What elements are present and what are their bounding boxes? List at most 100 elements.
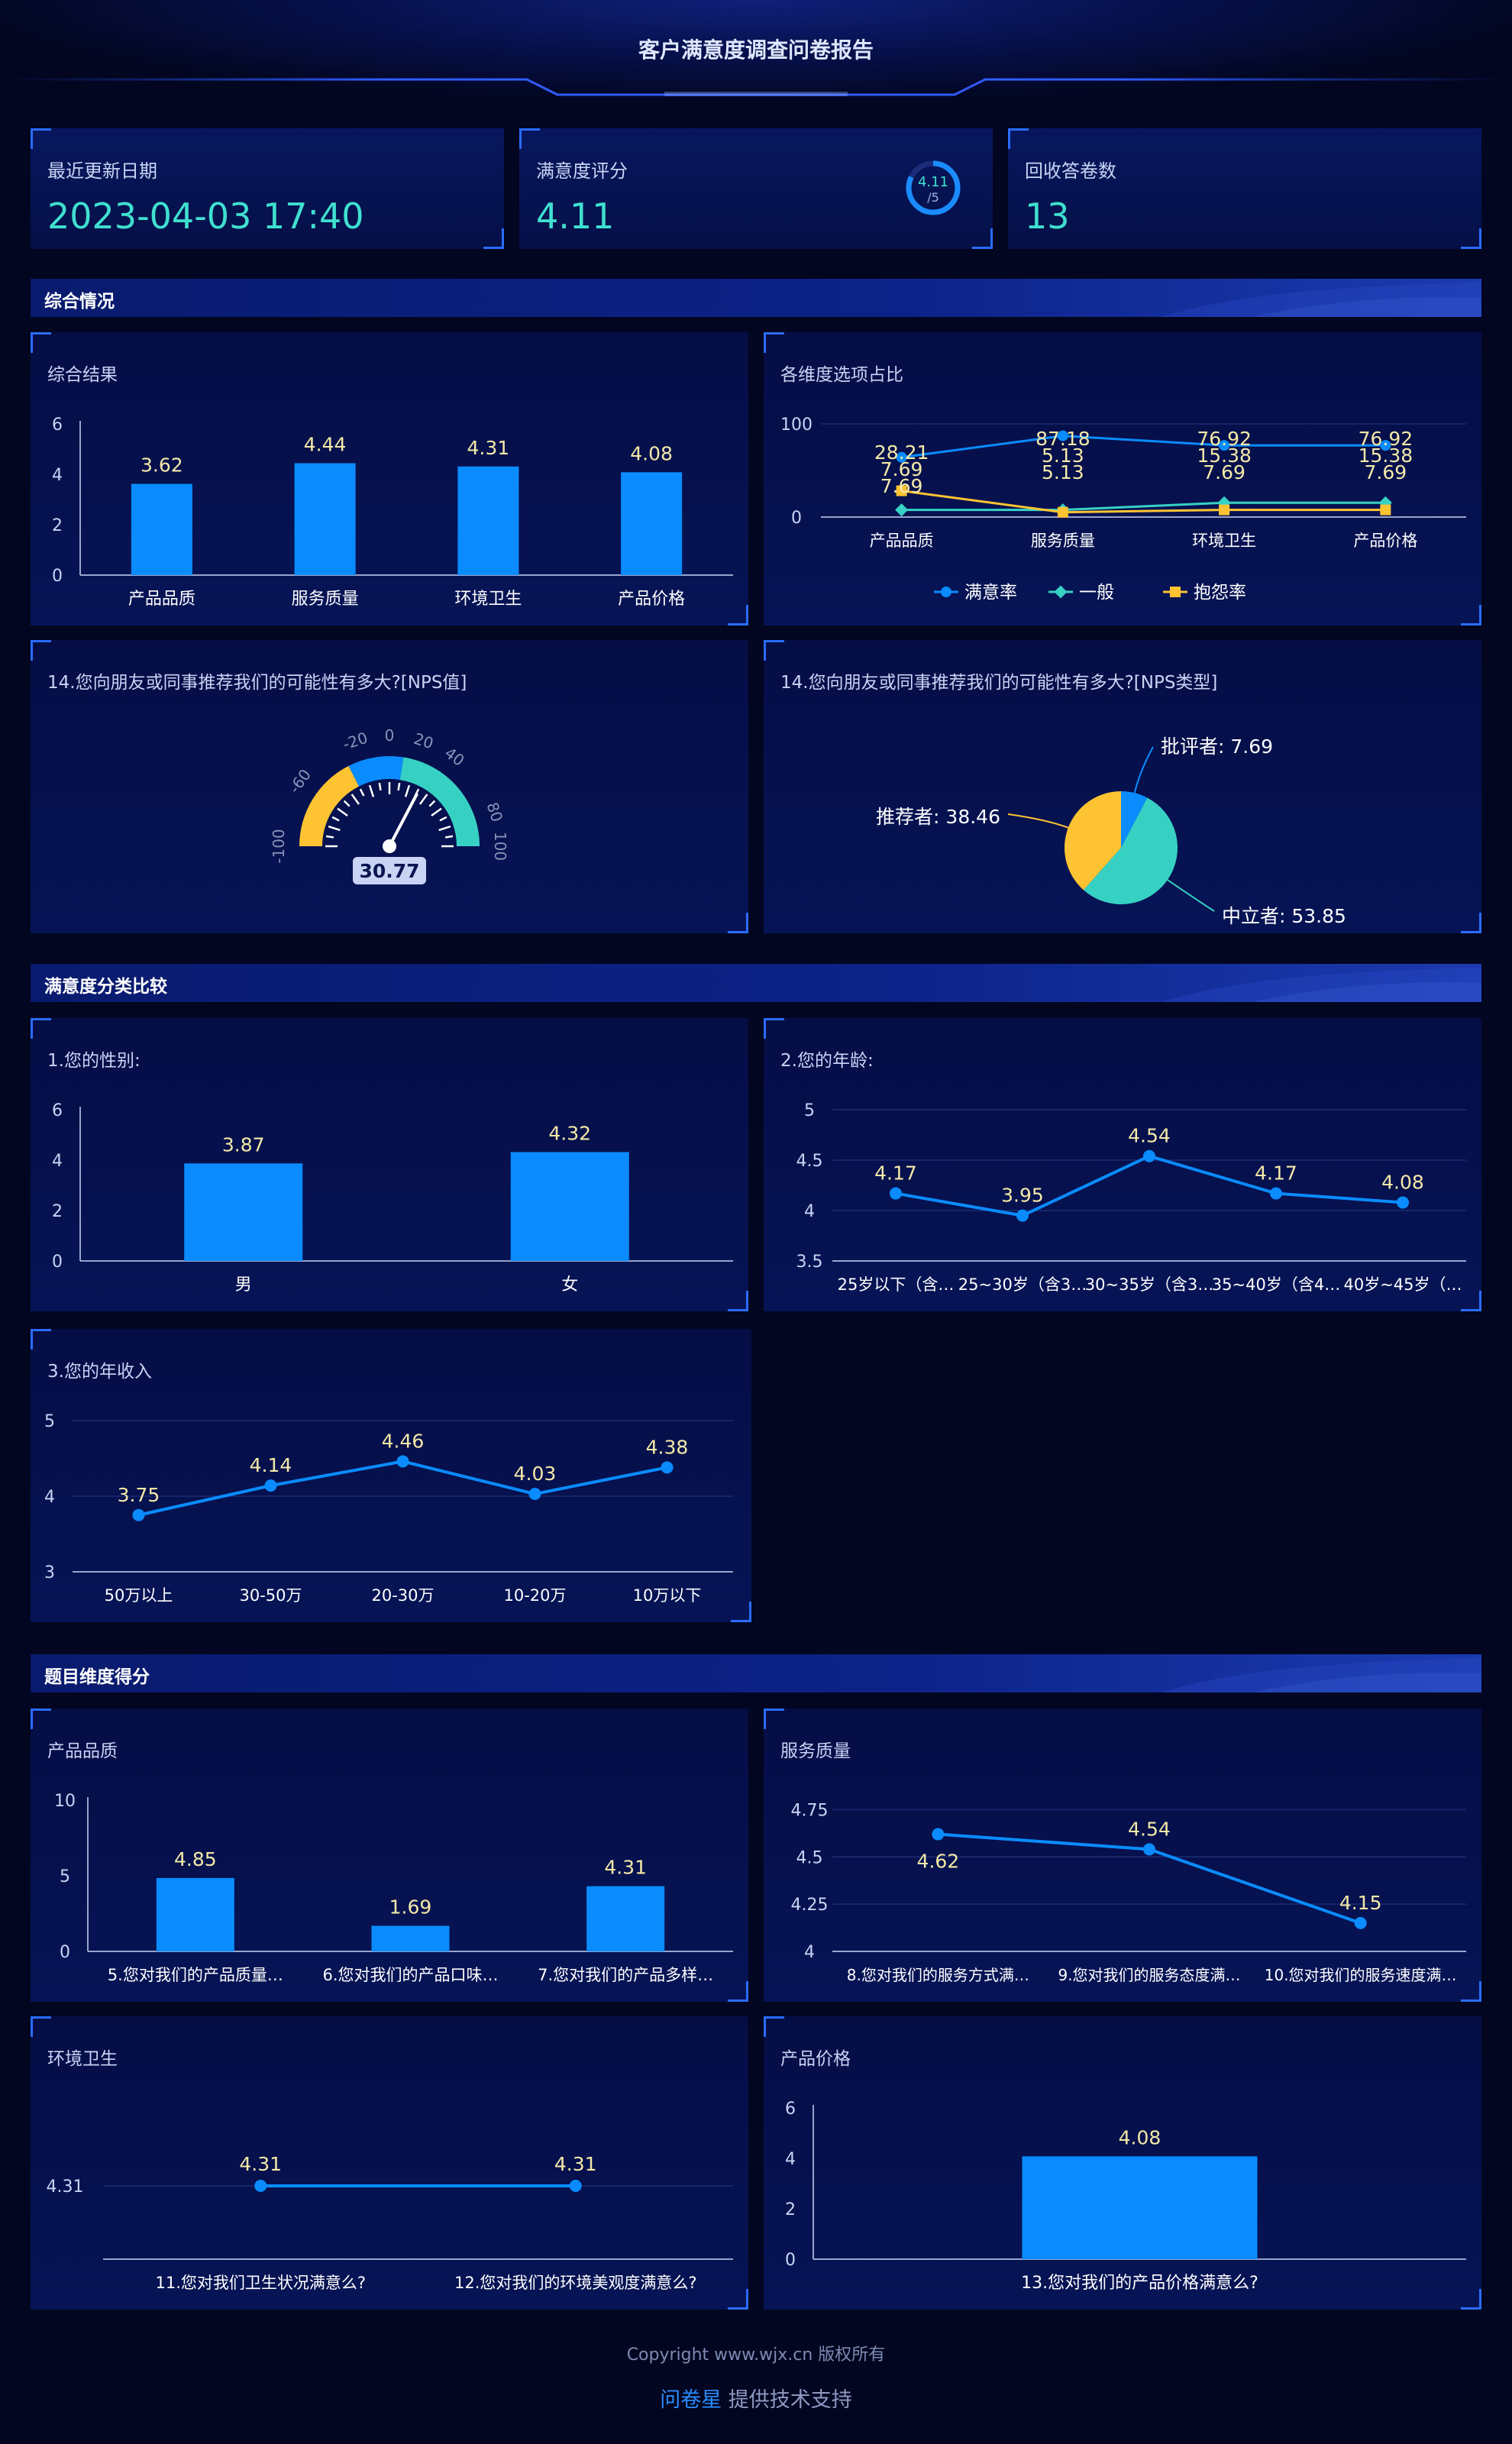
- panel-gender: 1.您的性别: 0 2 4 6 3.87 男 4.32 女: [31, 1018, 748, 1311]
- panel-title: 产品价格: [780, 2049, 851, 2069]
- chart-environment: 4.31 4.31 11.您对我们卫生状况满意么? 4.31 12.您对我们的环境美观度…: [47, 2153, 733, 2292]
- data-point: [1270, 1187, 1282, 1200]
- gauge-tick: [444, 835, 454, 839]
- gauge-scale-label: 40: [441, 744, 468, 770]
- data-label: 87.18: [1035, 428, 1090, 450]
- x-tick-label: 产品价格: [618, 590, 685, 609]
- chart-income: 3 4 5 3.75 50万以上 4.14 30-50万 4.46 20-30万 4.03 10-2…: [44, 1412, 733, 1605]
- x-tick-label: 12.您对我们的环境美观度满意么?: [454, 2274, 697, 2292]
- x-tick-label: 13.您对我们的产品价格满意么?: [1021, 2274, 1258, 2293]
- panel-overall-result: 综合结果 0 2 4 6 3.62 产品品质 4.44 服务质量 4.31 环境卫生 4.08 产品价…: [31, 332, 748, 626]
- kpi-update-value: 2023-04-03 17:40: [47, 196, 364, 237]
- x-tick-label: 25~30岁（含3…: [958, 1275, 1087, 1294]
- data-label: 3.75: [118, 1484, 160, 1506]
- footer-copyright: Copyright www.wjx.cn 版权所有: [626, 2345, 886, 2365]
- score-ring-max: /5: [927, 190, 939, 205]
- data-point: [1057, 506, 1068, 518]
- legend-label: 满意率: [964, 583, 1017, 603]
- kpi-responses-label: 回收答卷数: [1025, 160, 1116, 182]
- bar: [586, 1886, 665, 1951]
- section-compare: 满意度分类比较: [31, 964, 1481, 1002]
- legend-label: 抱怨率: [1194, 583, 1246, 603]
- footer-brand-link[interactable]: 问卷星: [660, 2388, 722, 2412]
- y-tick-label: 0: [785, 2251, 796, 2270]
- data-label: 7.69: [1203, 461, 1245, 483]
- bar: [294, 463, 356, 575]
- pie-label: 推荐者: 38.46: [876, 806, 1000, 828]
- y-tick-label: 0: [52, 567, 63, 586]
- data-label: 4.15: [1339, 1892, 1382, 1914]
- bar: [371, 1925, 450, 1951]
- data-point: [932, 1828, 945, 1841]
- y-tick-label: 3: [44, 1563, 55, 1582]
- data-label: 4.38: [646, 1436, 689, 1458]
- gauge-value-box: [353, 857, 426, 884]
- panel-title: 产品品质: [47, 1741, 118, 1761]
- data-point: [1143, 1843, 1155, 1856]
- data-point: [895, 503, 909, 517]
- data-point: [254, 2180, 267, 2192]
- data-label: 4.31: [604, 1857, 647, 1879]
- gauge-tick: [428, 800, 436, 807]
- x-tick-label: 7.您对我们的产品多样…: [538, 1966, 713, 1984]
- y-tick-label: 0: [52, 1253, 63, 1272]
- data-point: [1397, 1196, 1409, 1209]
- data-label: 1.69: [389, 1896, 432, 1919]
- gauge-value: 30.77: [359, 860, 419, 882]
- page-title: 客户满意度调查问卷报告: [638, 37, 874, 63]
- gauge-tick: [359, 788, 365, 797]
- gauge-tick: [439, 816, 447, 822]
- gauge-band-detractor: [299, 765, 360, 846]
- pie-label: 中立者: 53.85: [1222, 905, 1346, 927]
- x-tick-label: 10万以下: [633, 1586, 702, 1605]
- x-tick-label: 30-50万: [239, 1586, 302, 1605]
- y-tick-label: 2: [785, 2200, 796, 2219]
- y-tick-label: 10: [54, 1792, 76, 1811]
- gauge-tick: [438, 825, 451, 832]
- x-tick-label: 8.您对我们的服务方式满…: [847, 1966, 1029, 1984]
- kpi-update-date: 最近更新日期 2023-04-03 17:40: [31, 128, 504, 249]
- chart-gender: 0 2 4 6 3.87 男 4.32 女: [52, 1101, 733, 1295]
- data-label: 76.92: [1359, 428, 1413, 450]
- series-line: [901, 435, 1386, 459]
- data-label: 4.08: [1381, 1171, 1424, 1193]
- data-point: [264, 1479, 277, 1492]
- x-tick-label: 服务质量: [1031, 532, 1095, 550]
- gauge-scale-label: -20: [341, 729, 370, 754]
- y-tick-label: 5: [60, 1867, 70, 1886]
- panel-title: 综合结果: [47, 365, 118, 385]
- y-tick-label: 0: [791, 509, 802, 528]
- x-tick-label: 产品品质: [870, 532, 934, 550]
- y-tick-label: 4: [44, 1488, 55, 1507]
- gauge-tick: [397, 782, 401, 791]
- section-dimension-title: 题目维度得分: [44, 1667, 150, 1687]
- chart-product_price: 0 2 4 6 4.08 13.您对我们的产品价格满意么?: [785, 2100, 1466, 2293]
- x-tick-label: 产品价格: [1353, 532, 1417, 550]
- y-tick-label: 4: [804, 1943, 815, 1962]
- data-label: 3.62: [141, 454, 183, 477]
- data-label: 3.87: [222, 1133, 265, 1156]
- y-tick-label: 4.75: [791, 1801, 829, 1820]
- section-overall-title: 综合情况: [44, 292, 115, 312]
- x-tick-label: 女: [561, 1275, 578, 1295]
- y-tick-label: 5: [804, 1101, 815, 1120]
- y-tick-label: 5: [44, 1412, 55, 1431]
- y-tick-label: 100: [780, 415, 813, 435]
- x-tick-label: 25岁以下（含…: [838, 1275, 955, 1294]
- panel-title: 服务质量: [780, 1741, 851, 1761]
- data-label: 5.13: [1042, 445, 1084, 467]
- data-label: 4.08: [1119, 2126, 1161, 2148]
- data-point: [1016, 1209, 1029, 1222]
- y-tick-label: 2: [52, 516, 63, 535]
- legend-marker: [1054, 585, 1068, 599]
- data-point: [1143, 1149, 1155, 1162]
- chart-overall_result: 0 2 4 6 3.62 产品品质 4.44 服务质量 4.31 环境卫生 4.08 产品价格: [52, 415, 733, 609]
- series-line: [901, 501, 1386, 512]
- y-tick-label: 4.5: [796, 1152, 823, 1171]
- panel-title: 2.您的年龄:: [780, 1051, 874, 1071]
- panel-age: 2.您的年龄: 3.5 4 4.5 5 4.17 25岁以下（含… 3.95 25~30岁（含…: [764, 1018, 1481, 1311]
- panel-service-quality: 服务质量 4 4.25 4.5 4.75 4.62 8.您对我们的服务方式满… 4.54 9.…: [764, 1709, 1481, 2002]
- data-label: 4.62: [916, 1851, 959, 1873]
- pie-leader-line: [1167, 879, 1215, 912]
- section-compare-title: 满意度分类比较: [44, 977, 167, 997]
